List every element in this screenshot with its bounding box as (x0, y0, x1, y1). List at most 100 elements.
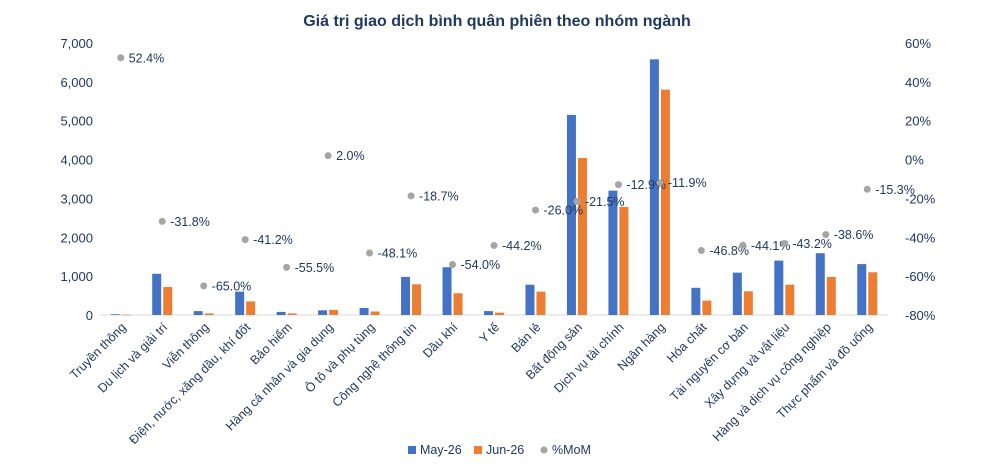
mom-point (490, 241, 498, 249)
mom-data-label: -41.2% (253, 233, 293, 247)
category-label: Y tế (477, 320, 502, 345)
bar-jun-26 (370, 311, 380, 315)
bar-may-26 (608, 190, 618, 315)
bar-may-26 (691, 287, 701, 315)
category-label: Tài nguyên cơ bản (667, 320, 751, 404)
category-label: Ô tô và phụ tùng (302, 319, 378, 395)
mom-point (780, 240, 788, 248)
bar-may-26 (359, 308, 369, 315)
mom-point (656, 179, 664, 187)
left-tick-label: 6,000 (60, 75, 93, 90)
chart-title: Giá trị giao dịch bình quân phiên theo n… (303, 13, 691, 30)
mom-point (573, 197, 581, 205)
mom-point (822, 231, 830, 239)
left-tick-label: 4,000 (60, 153, 93, 168)
right-y-axis: -80% -60% -40% -20% 0% 20% 40% 60% (905, 36, 936, 323)
left-tick-label: 5,000 (60, 114, 93, 129)
bar-may-26 (815, 253, 825, 315)
right-tick-label: 60% (905, 36, 931, 51)
legend-label: Jun-26 (486, 443, 524, 457)
bar-may-26 (525, 284, 535, 315)
bar-may-26 (193, 311, 203, 315)
mom-data-label: -12.9% (626, 178, 666, 192)
mom-point (283, 263, 291, 271)
right-tick-label: 40% (905, 75, 931, 90)
bars (110, 59, 878, 316)
mom-point (449, 260, 457, 268)
mom-point (407, 192, 415, 200)
bar-jun-26 (246, 301, 256, 315)
legend-label: May-26 (420, 443, 462, 457)
bar-jun-26 (702, 300, 712, 315)
mom-point (531, 206, 539, 214)
mom-data-label: -11.9% (668, 176, 707, 190)
legend: May-26 Jun-26 %MoM (408, 443, 591, 457)
right-tick-label: -20% (905, 191, 936, 206)
mom-point (324, 152, 332, 160)
bar-may-26 (442, 267, 452, 315)
bar-jun-26 (536, 291, 546, 315)
mom-point (117, 54, 125, 62)
bar-may-26 (649, 59, 659, 315)
legend-label: %MoM (552, 443, 591, 457)
mom-point (614, 181, 622, 189)
bar-jun-26 (453, 293, 463, 315)
bar-jun-26 (743, 291, 753, 315)
left-tick-label: 3,000 (60, 191, 93, 206)
bar-may-26 (857, 264, 867, 315)
bar-jun-26 (619, 206, 629, 315)
mom-point (158, 217, 166, 225)
category-label: Công nghệ thông tin (330, 320, 420, 410)
legend-swatch (540, 446, 548, 454)
mom-data-label: -21.5% (585, 195, 625, 209)
mom-data-label: -26.0% (543, 204, 583, 218)
bar-may-26 (235, 291, 245, 315)
mom-point (241, 236, 249, 244)
mom-point (200, 282, 208, 290)
right-tick-label: 20% (905, 114, 931, 129)
bar-jun-26 (329, 309, 339, 315)
mom-data-label: -31.8% (170, 215, 210, 229)
bar-jun-26 (660, 89, 670, 315)
mom-data-label: 52.4% (129, 51, 164, 65)
mom-point (366, 249, 374, 257)
bar-jun-26 (495, 312, 504, 315)
bar-may-26 (152, 273, 162, 315)
mom-data-label: -54.0% (461, 258, 501, 272)
left-tick-label: 7,000 (60, 36, 93, 51)
left-tick-label: 2,000 (60, 230, 93, 245)
bar-may-26 (774, 260, 784, 315)
category-label: Du lịch và giải trí (95, 320, 171, 396)
bar-may-26 (732, 272, 742, 315)
mom-data-label: -18.7% (419, 189, 459, 203)
bar-jun-26 (204, 313, 214, 315)
mom-data-label: -44.1% (751, 239, 791, 253)
mom-data-label: -55.5% (295, 261, 335, 275)
mom-data-label: -15.3% (875, 183, 915, 197)
bar-may-26 (318, 310, 328, 315)
bar-may-26 (276, 311, 286, 315)
mom-point (697, 246, 705, 254)
right-tick-label: -60% (905, 269, 936, 284)
category-label: Bán lẻ (509, 320, 544, 355)
right-tick-label: -80% (905, 308, 936, 323)
mom-data-label: -38.6% (834, 228, 874, 242)
mom-point (739, 241, 747, 249)
bar-jun-26 (577, 158, 587, 315)
mom-point (863, 185, 871, 193)
bar-may-26 (484, 311, 493, 315)
right-tick-label: -40% (905, 230, 936, 245)
left-tick-label: 0 (86, 308, 93, 323)
bar-jun-26 (163, 287, 173, 315)
left-tick-label: 1,000 (60, 269, 93, 284)
mom-data-label: -44.2% (502, 239, 542, 253)
bar-may-26 (110, 314, 120, 315)
mom-data-label: -43.2% (792, 237, 832, 251)
bar-jun-26 (121, 314, 131, 316)
legend-swatch (408, 446, 416, 454)
mom-data-label: -65.0% (212, 279, 252, 293)
bar-jun-26 (785, 284, 795, 315)
mom-data-label: -46.8% (709, 244, 749, 258)
